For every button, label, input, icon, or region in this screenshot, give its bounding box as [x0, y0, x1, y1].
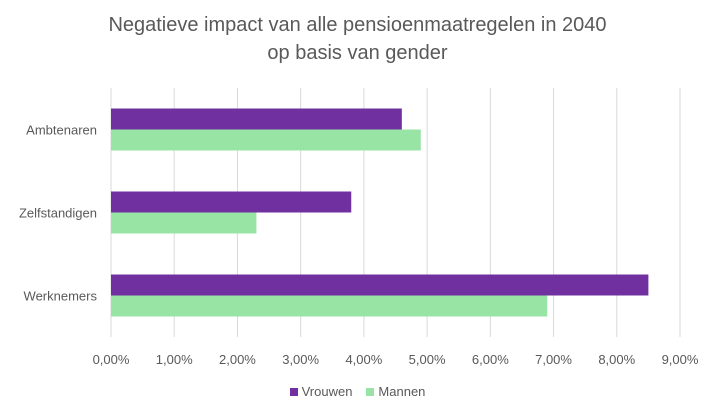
x-tick-label: 5,00% — [409, 352, 446, 367]
x-tick-label: 7,00% — [535, 352, 572, 367]
x-tick-label: 4,00% — [345, 352, 382, 367]
legend-label-mannen: Mannen — [378, 384, 426, 399]
legend-swatch-mannen — [366, 387, 375, 396]
category-label: Ambtenaren — [26, 123, 97, 138]
category-label: Werknemers — [24, 289, 98, 304]
legend-label-vrouwen: Vrouwen — [301, 384, 353, 399]
x-tick-label: 1,00% — [156, 352, 193, 367]
chart-title-line-1: Negatieve impact van alle pensioenmaatre… — [108, 14, 607, 36]
x-tick-label: 0,00% — [93, 352, 130, 367]
bar-mannen-zelfstandigen — [111, 212, 257, 234]
bar-mannen-ambtenaren — [111, 129, 421, 151]
bar-mannen-werknemers — [111, 295, 548, 317]
x-tick-label: 2,00% — [219, 352, 256, 367]
bar-vrouwen-ambtenaren — [111, 108, 402, 130]
legend-item-vrouwen: Vrouwen — [289, 384, 353, 399]
chart-title-line-2: op basis van gender — [267, 42, 448, 64]
legend-swatch-vrouwen — [289, 387, 298, 396]
x-tick-label: 6,00% — [472, 352, 509, 367]
category-label: Zelfstandigen — [19, 206, 97, 221]
bar-vrouwen-zelfstandigen — [111, 191, 352, 213]
legend: Vrouwen Mannen — [0, 384, 715, 399]
legend-item-mannen: Mannen — [366, 384, 425, 399]
bar-vrouwen-werknemers — [111, 274, 649, 296]
x-tick-label: 3,00% — [282, 352, 319, 367]
x-tick-label: 9,00% — [662, 352, 699, 367]
x-tick-label: 8,00% — [598, 352, 635, 367]
